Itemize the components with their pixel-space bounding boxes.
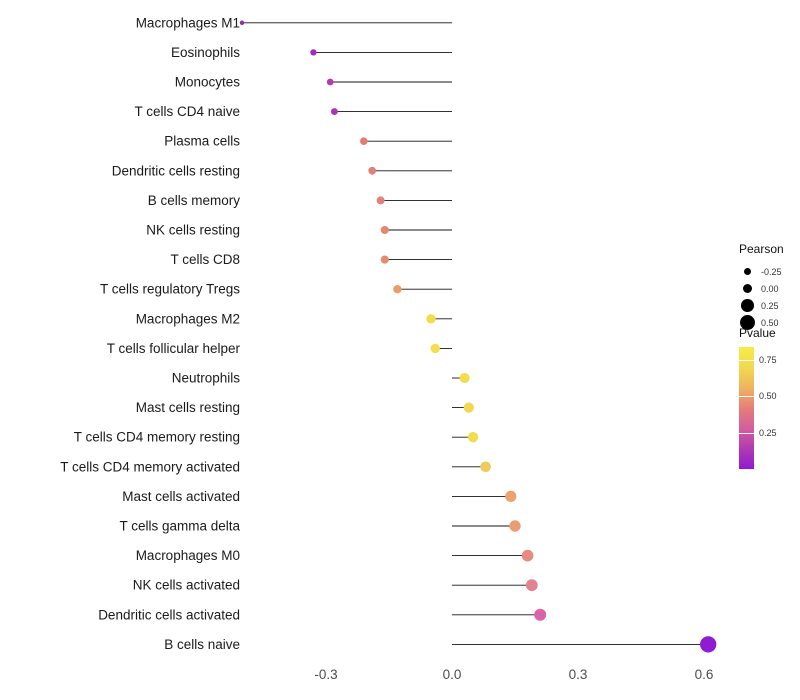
pearson-legend-label: 0.00 [761, 283, 779, 294]
x-axis-tick-label: 0.0 [443, 667, 462, 682]
pearson-legend-title: Pearson [739, 242, 784, 256]
pearson-size-legend: Pearson -0.25 0.00 0.25 0.50 [739, 242, 784, 331]
x-axis-tick-label: 0.6 [695, 667, 714, 682]
pvalue-gradient-bar [739, 347, 754, 469]
pearson-legend-items: -0.25 0.00 0.25 0.50 [739, 263, 784, 331]
lollipop-dot [459, 372, 470, 384]
category-label: T cells regulatory Tregs [100, 282, 240, 297]
pvalue-legend-label: 0.25 [759, 427, 777, 438]
pearson-legend-item: 0.25 [739, 297, 784, 314]
pearson-legend-key [739, 314, 756, 331]
lollipop-dot [509, 520, 521, 532]
lollipop-dot [380, 225, 389, 235]
category-label: T cells follicular helper [107, 341, 241, 356]
x-axis-tick-label: 0.3 [569, 667, 588, 682]
lollipop-dot [380, 255, 389, 264]
lollipop-dot [330, 108, 338, 116]
pvalue-legend-title: Pvalue [739, 326, 776, 340]
category-label: Neutrophils [172, 371, 241, 386]
category-label: T cells CD4 memory activated [60, 459, 240, 474]
category-label: T cells gamma delta [119, 519, 240, 534]
category-label: Plasma cells [164, 134, 240, 149]
pearson-legend-key [739, 280, 756, 297]
pvalue-color-legend: Pvalue 0.75 0.50 0.25 [739, 326, 799, 469]
category-label: Mast cells resting [136, 400, 240, 415]
lollipop-dot [376, 196, 385, 205]
pearson-legend-label: 0.50 [761, 317, 779, 328]
pvalue-legend-body: 0.75 0.50 0.25 [739, 347, 799, 469]
lollipop-dot [505, 490, 517, 503]
pearson-legend-key [739, 297, 756, 314]
pvalue-legend-tick [739, 360, 754, 362]
lollipop-dot [700, 636, 717, 653]
pvalue-legend-tick [739, 432, 754, 434]
lollipop-dot [480, 461, 491, 473]
category-label: T cells CD4 memory resting [74, 430, 240, 445]
pearson-legend-dot [743, 267, 752, 276]
category-label: Macrophages M1 [136, 15, 240, 30]
lollipop-dot [534, 608, 547, 621]
lollipop-dot [430, 343, 440, 354]
pearson-legend-dot [739, 314, 756, 331]
pearson-legend-dot [742, 283, 753, 294]
lollipop-dot [467, 432, 479, 443]
category-label: T cells CD4 naive [134, 104, 240, 119]
lollipop-dot [463, 402, 474, 413]
lollipop-dot [360, 137, 368, 145]
category-label: B cells naive [164, 637, 240, 652]
category-label: T cells CD8 [170, 252, 240, 267]
lollipop-dot [393, 284, 402, 294]
pearson-legend-label: -0.25 [761, 266, 782, 277]
pvalue-legend-tick [739, 396, 754, 398]
category-label: Eosinophils [171, 45, 240, 60]
lollipop-dot [521, 549, 534, 562]
category-label: B cells memory [148, 193, 241, 208]
category-label: Monocytes [175, 75, 241, 90]
category-label: Dendritic cells activated [98, 607, 240, 622]
pvalue-legend-label: 0.75 [759, 355, 777, 366]
pvalue-legend-label: 0.50 [759, 391, 777, 402]
lollipop-dot [525, 579, 538, 592]
category-label: Macrophages M0 [136, 548, 240, 563]
pearson-legend-item: 0.00 [739, 280, 784, 297]
pearson-legend-item: 0.50 [739, 314, 784, 331]
category-label: Mast cells activated [122, 489, 240, 504]
x-axis-tick-label: -0.3 [314, 667, 337, 682]
category-label: Macrophages M2 [136, 311, 240, 326]
lollipop-dot [426, 314, 436, 324]
category-label: NK cells activated [133, 578, 240, 593]
lollipop-dot [310, 49, 317, 56]
lollipop-dot [368, 166, 377, 175]
pearson-legend-key [739, 263, 756, 280]
pearson-legend-item: -0.25 [739, 263, 784, 280]
pearson-legend-dot [741, 299, 754, 312]
lollipop-dot [239, 20, 245, 26]
lollipop-dot [326, 78, 334, 86]
pearson-legend-label: 0.25 [761, 300, 779, 311]
category-label: Dendritic cells resting [112, 163, 240, 178]
category-label: NK cells resting [146, 223, 240, 238]
